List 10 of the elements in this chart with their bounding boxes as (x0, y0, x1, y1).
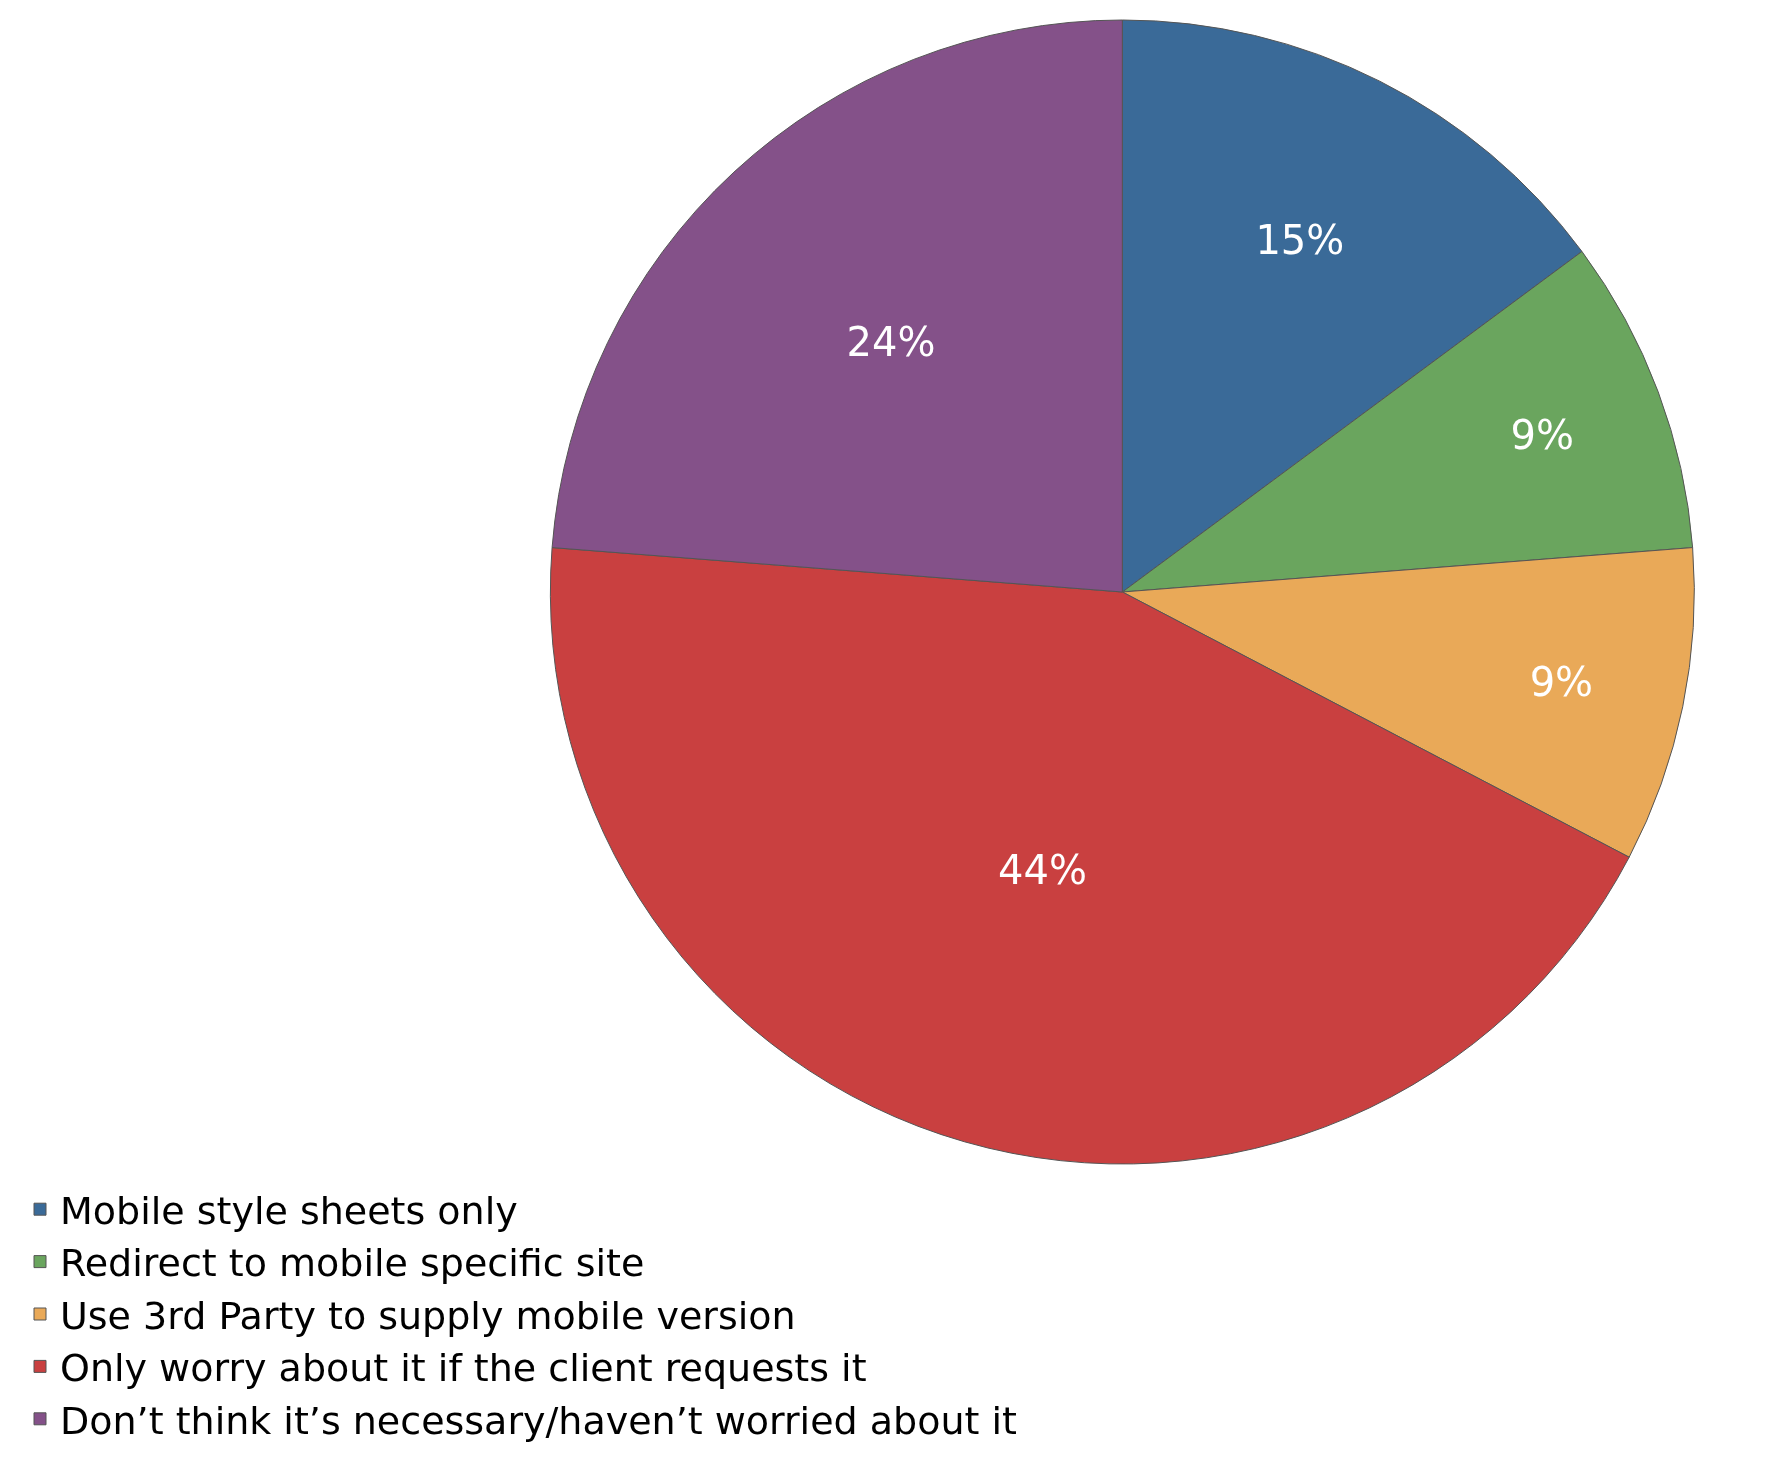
legend-label: Use 3rd Party to supply mobile version (60, 1293, 796, 1338)
legend-label: Only worry about it if the client requests it (60, 1346, 867, 1391)
legend-label: Mobile style sheets only (60, 1189, 518, 1234)
data-label: 24% (846, 318, 936, 365)
data-label: 9% (1510, 412, 1574, 459)
data-label: 44% (998, 846, 1087, 893)
legend-label: Don’t think it’s necessary/haven’t worried about it (60, 1398, 1017, 1443)
data-label: 9% (1529, 659, 1594, 705)
data-label: 15% (1255, 216, 1345, 263)
legend-label: Redirect to mobile specific site (60, 1241, 645, 1286)
